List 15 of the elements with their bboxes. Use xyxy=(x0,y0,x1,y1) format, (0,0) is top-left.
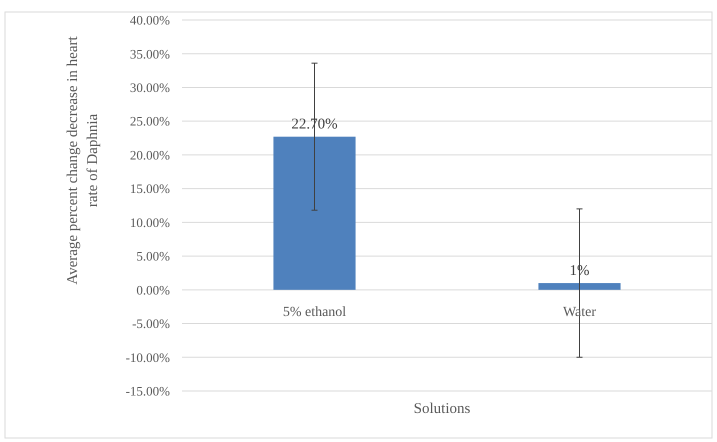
y-tick-label: 5.00% xyxy=(136,248,170,264)
y-tick-label: 25.00% xyxy=(130,114,170,129)
y-tick-label: 10.00% xyxy=(130,214,170,230)
y-tick-label: 20.00% xyxy=(130,147,170,162)
y-tick-label: -5.00% xyxy=(132,316,170,332)
y-tick-label: 35.00% xyxy=(130,46,170,62)
y-tick-label: -10.00% xyxy=(126,350,170,365)
y-tick-label: 0.00% xyxy=(136,282,170,298)
y-axis-title: Average percent change decrease in heart rate of Daphnia xyxy=(65,36,101,285)
y-tick-label: 40.00% xyxy=(130,12,170,28)
y-tick-label: -15.00% xyxy=(126,384,170,399)
y-tick-label: 30.00% xyxy=(130,80,170,96)
y-tick-label: 15.00% xyxy=(130,181,170,196)
x-axis-title: Solutions xyxy=(414,401,470,417)
x-tick-label: 5% ethanol xyxy=(282,304,346,320)
